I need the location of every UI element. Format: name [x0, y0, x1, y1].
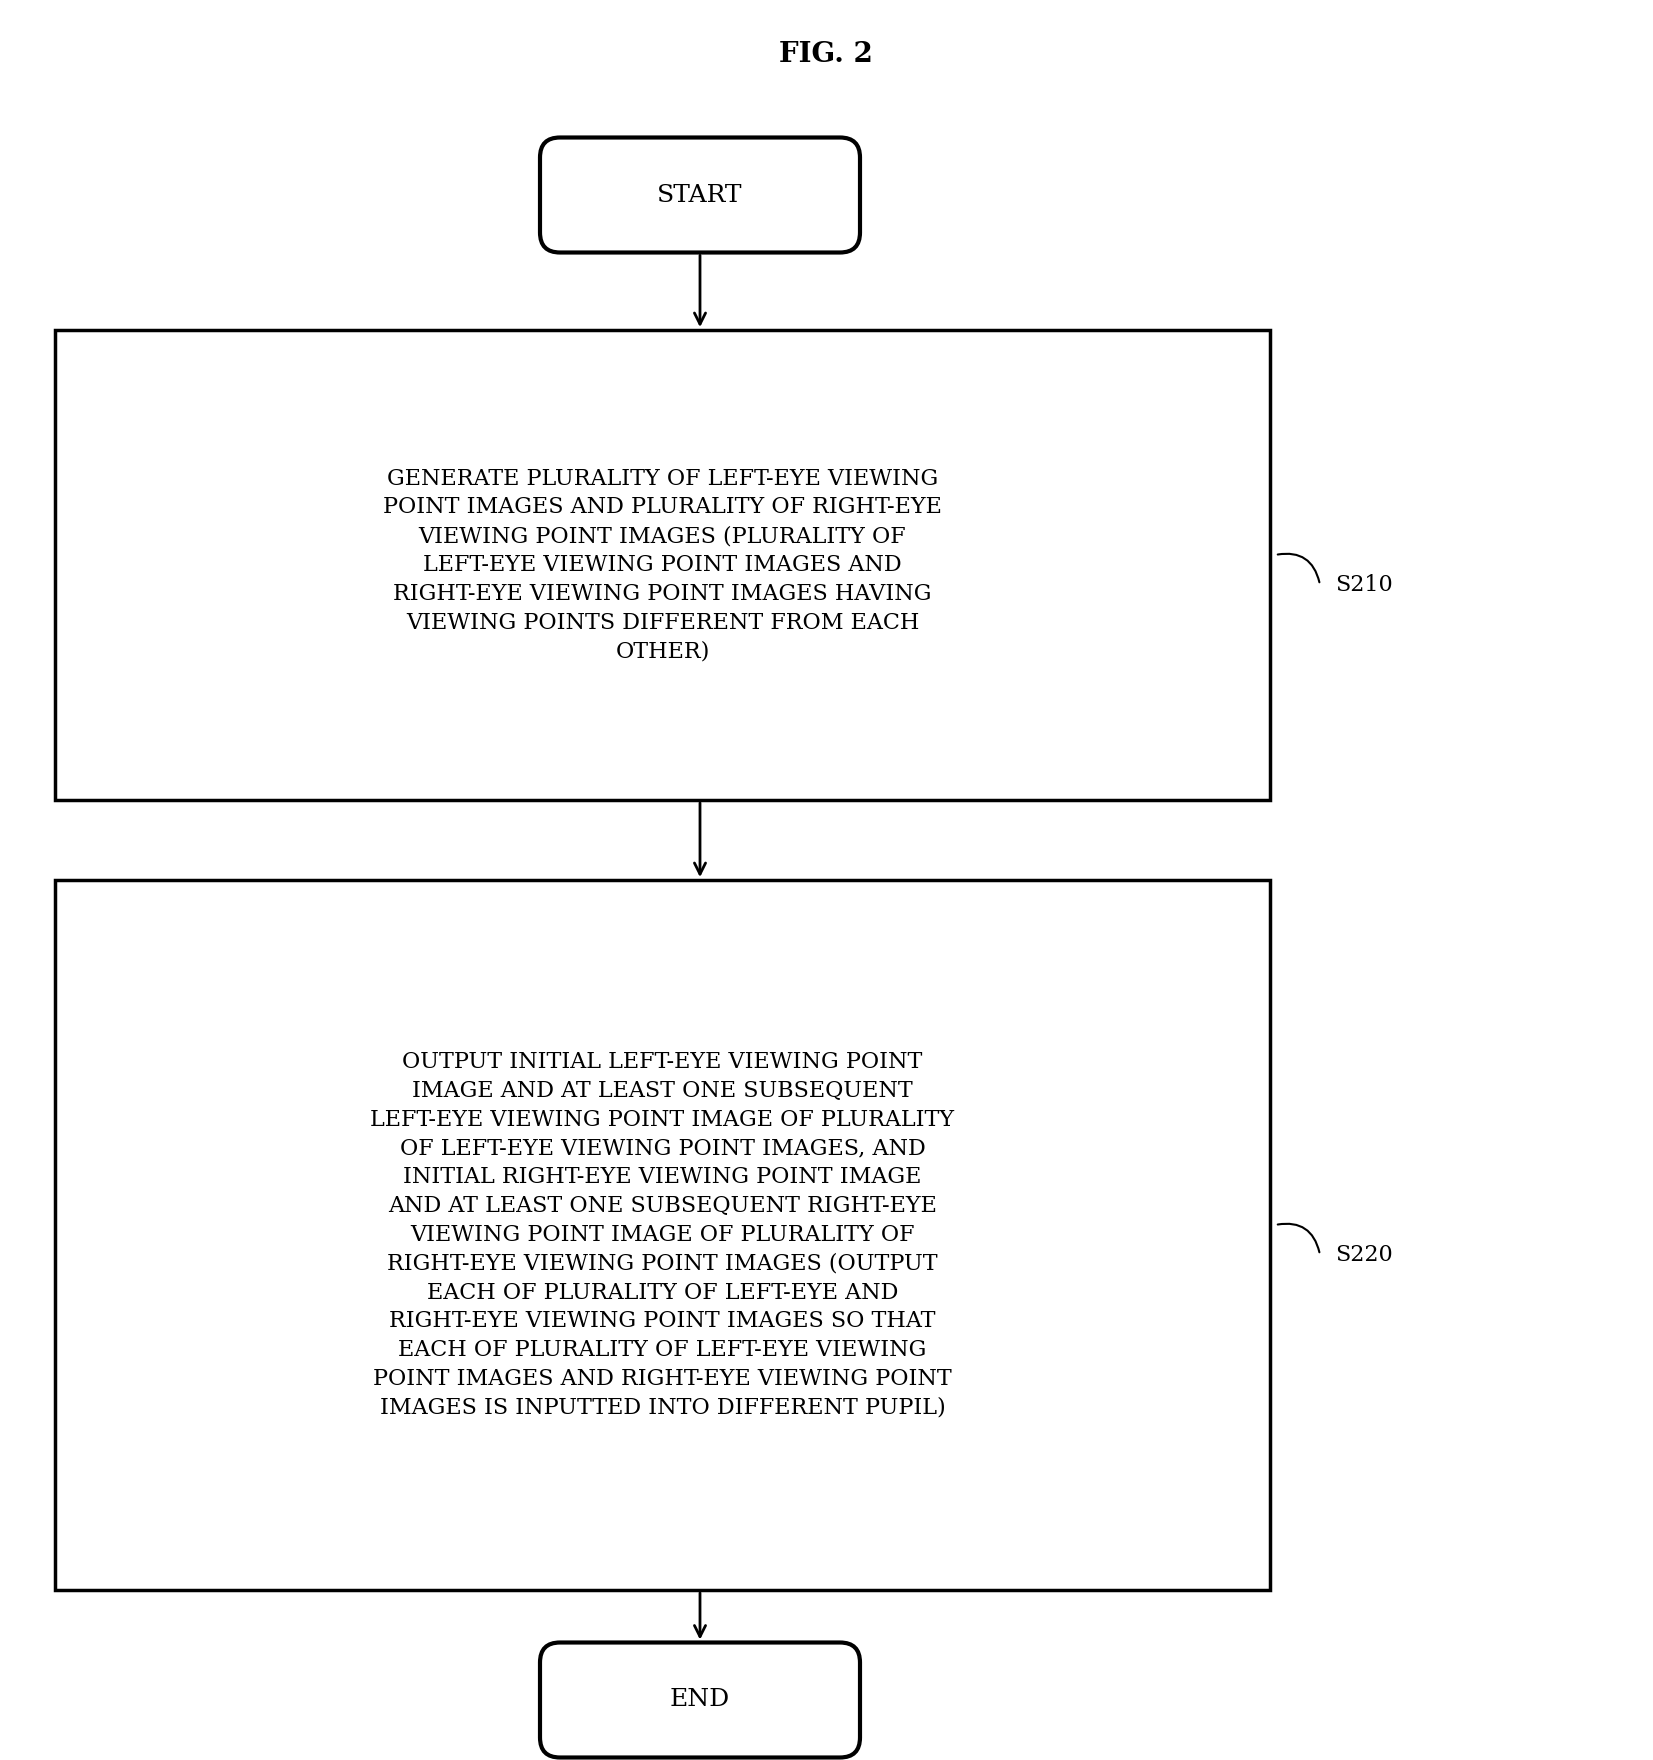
- FancyBboxPatch shape: [541, 1642, 860, 1758]
- Text: OUTPUT INITIAL LEFT-EYE VIEWING POINT
IMAGE AND AT LEAST ONE SUBSEQUENT
LEFT-EYE: OUTPUT INITIAL LEFT-EYE VIEWING POINT IM…: [370, 1051, 954, 1419]
- Text: S220: S220: [1336, 1244, 1393, 1265]
- Text: GENERATE PLURALITY OF LEFT-EYE VIEWING
POINT IMAGES AND PLURALITY OF RIGHT-EYE
V: GENERATE PLURALITY OF LEFT-EYE VIEWING P…: [383, 468, 942, 662]
- Text: FIG. 2: FIG. 2: [779, 42, 873, 69]
- Text: START: START: [658, 183, 742, 206]
- Text: END: END: [669, 1688, 731, 1711]
- Bar: [55, 329, 1270, 801]
- Bar: [55, 880, 1270, 1589]
- FancyBboxPatch shape: [541, 137, 860, 252]
- Text: S210: S210: [1336, 574, 1393, 597]
